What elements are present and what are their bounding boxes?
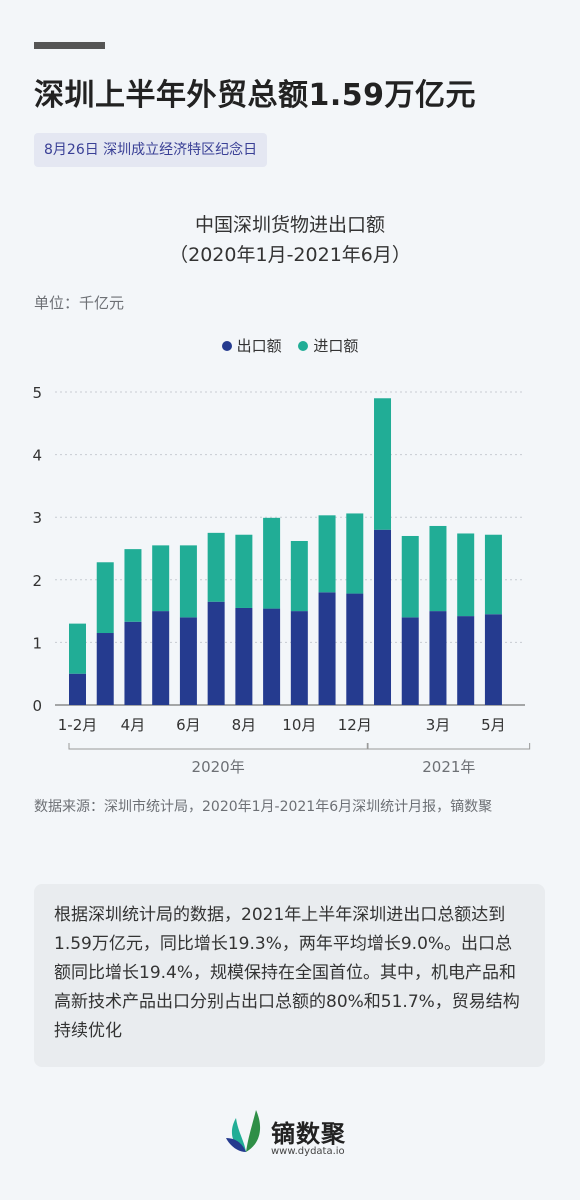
data-source: 数据来源：深圳市统计局，2020年1月-2021年6月深圳统计月报，镝数聚: [34, 799, 493, 815]
bar-import: [152, 545, 170, 612]
accent-bar: [34, 42, 105, 49]
year-label: 2021年: [422, 758, 475, 776]
unit-label: 单位：千亿元: [34, 294, 125, 312]
legend: 出口额 进口额: [0, 335, 580, 356]
x-tick-label: 5月: [481, 716, 506, 734]
chart-subtitle: （2020年1月-2021年6月）: [169, 244, 411, 266]
bar-import: [457, 533, 475, 617]
brand-url: www.dydata.io: [271, 1146, 345, 1157]
x-tick-label: 6月: [176, 716, 201, 734]
y-tick-label: 3: [32, 509, 42, 527]
bar-import: [235, 534, 253, 608]
brand-name: 镝数聚: [271, 1120, 346, 1148]
bar-export: [374, 529, 392, 705]
brand-logo: 镝数聚 www.dydata.io: [226, 1108, 345, 1158]
bar-export: [318, 592, 336, 705]
bar-import: [374, 398, 392, 530]
x-tick-label: 3月: [426, 716, 451, 734]
date-tag: 8月26日 深圳成立经济特区纪念日: [34, 133, 268, 167]
chart-title: 中国深圳货物进出口额: [194, 214, 385, 236]
y-tick-label: 4: [32, 447, 42, 465]
bar-export: [207, 601, 225, 705]
year-bracket: [68, 743, 368, 750]
bar-export: [346, 593, 364, 705]
bar-import: [401, 535, 419, 618]
x-tick-label: 8月: [232, 716, 257, 734]
bar-export: [429, 611, 447, 705]
bar-export: [152, 611, 170, 705]
bar-export: [69, 673, 86, 705]
x-tick-label: 4月: [121, 716, 146, 734]
bar-import: [429, 525, 447, 612]
leaf-logo-icon: [226, 1110, 261, 1152]
x-tick-label: 1-2月: [58, 716, 98, 734]
bar-import: [96, 562, 114, 634]
bar-export: [401, 617, 419, 705]
y-tick-label: 5: [32, 384, 42, 402]
legend-label-import: 进口额: [313, 337, 359, 355]
bar-export: [457, 616, 475, 705]
year-label: 2020年: [192, 758, 245, 776]
x-tick-label: 10月: [282, 716, 316, 734]
summary-box: 根据深圳统计局的数据，2021年上半年深圳进出口总额达到1.59万亿元，同比增长…: [34, 884, 545, 1067]
bar-import: [179, 545, 197, 618]
bar-export: [235, 607, 253, 705]
y-tick-label: 2: [32, 572, 42, 590]
legend-label-export: 出口额: [236, 337, 282, 355]
bar-import: [318, 515, 336, 593]
y-tick-label: 1: [32, 634, 42, 652]
stacked-bar-chart: 0 1 2 3 4 5 1-2月 4月 6月 8月 10月 12月 3月 5月 2020年 2021年: [32, 384, 531, 776]
bar-import: [69, 623, 86, 674]
bar-export: [96, 633, 114, 705]
bar-export: [124, 621, 142, 705]
legend-item-import: 进口额: [298, 335, 358, 356]
headline: 深圳上半年外贸总额1.59万亿元: [34, 78, 477, 113]
year-bracket: [367, 743, 531, 750]
bar-import: [484, 534, 502, 615]
legend-swatch-import: [298, 340, 309, 351]
bar-import: [207, 532, 225, 602]
bar-export: [179, 617, 197, 705]
bar-export: [290, 611, 308, 705]
bar-import: [124, 549, 142, 622]
bar-import: [263, 517, 281, 609]
bar-export: [484, 614, 502, 705]
bar-import: [346, 513, 364, 594]
x-tick-label: 12月: [338, 716, 372, 734]
bar-export: [263, 608, 281, 705]
legend-swatch-export: [221, 340, 232, 351]
y-tick-label: 0: [32, 697, 42, 715]
legend-item-export: 出口额: [221, 335, 282, 356]
bar-import: [290, 540, 308, 612]
